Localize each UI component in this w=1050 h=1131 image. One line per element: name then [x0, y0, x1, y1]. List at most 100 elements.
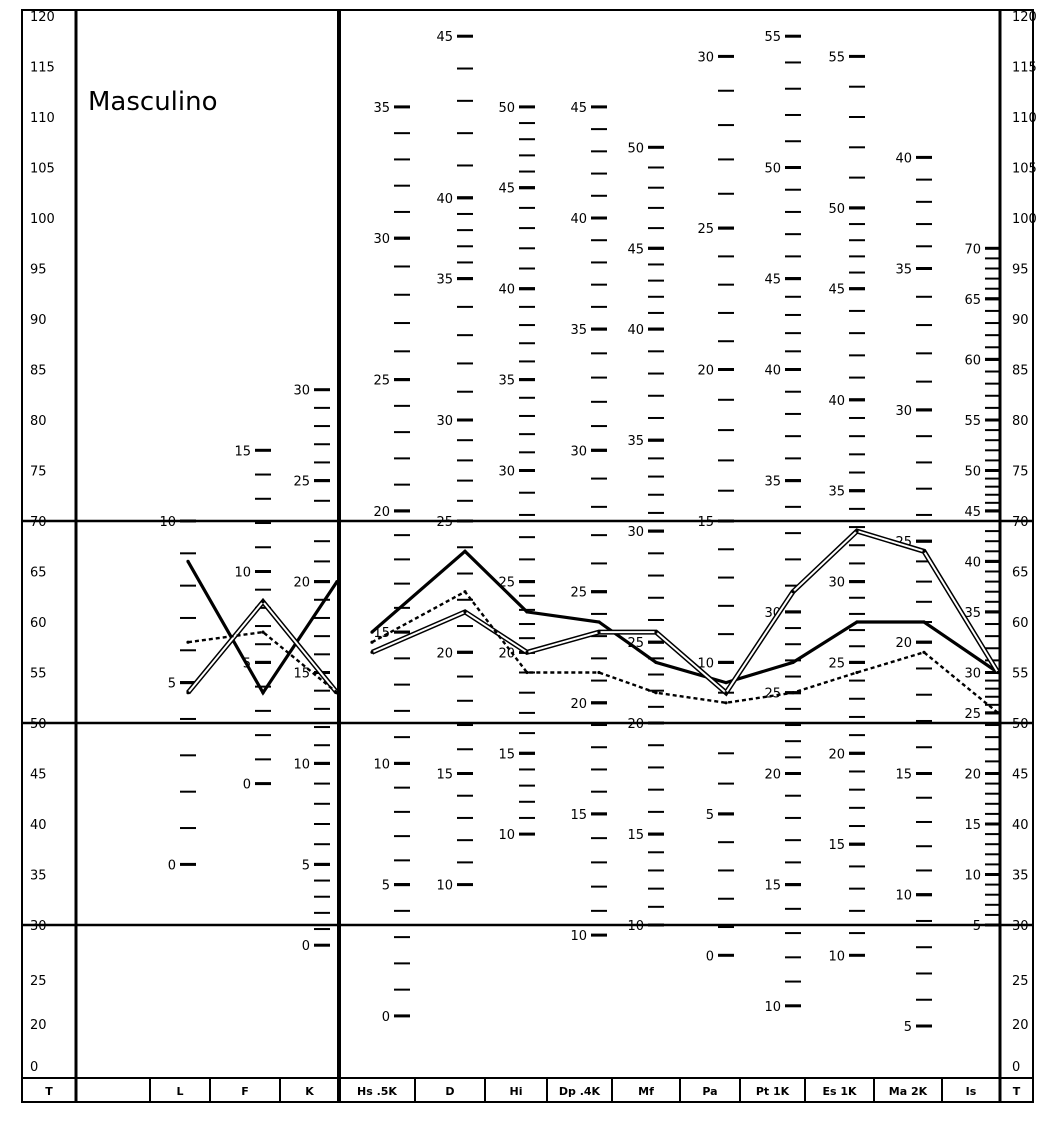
data-point [996, 670, 1000, 675]
data-point [922, 549, 926, 553]
raw-tick-label: 20 [697, 364, 714, 379]
data-point [335, 691, 339, 695]
raw-tick-label: 25 [436, 515, 453, 530]
raw-tick-label: 15 [627, 828, 644, 843]
data-point [855, 620, 859, 624]
raw-tick-label: 50 [498, 101, 515, 116]
raw-tick-label: 15 [570, 808, 587, 823]
data-point [654, 660, 658, 665]
raw-tick-label: 30 [570, 444, 587, 459]
data-point [855, 670, 859, 675]
raw-tick-label: 35 [828, 485, 845, 500]
header-label: Hs .5K [357, 1085, 397, 1098]
raw-tick-label: 10 [373, 757, 390, 772]
raw-tick-label: 40 [570, 212, 587, 227]
clinical-line [370, 549, 999, 685]
raw-tick-label: 45 [964, 505, 981, 520]
raw-tick-label: 10 [498, 828, 515, 843]
raw-tick-label: 15 [895, 768, 912, 783]
y-tick-label-left: 45 [30, 768, 47, 783]
raw-tick-label: 25 [570, 586, 587, 601]
chart-frame [21, 9, 1034, 1103]
raw-tick-label: 10 [964, 869, 981, 884]
raw-tick-label: 15 [697, 515, 714, 530]
y-tick-label-left: 35 [30, 869, 47, 884]
header-label: L [176, 1085, 183, 1098]
y-tick-label-left: 40 [30, 818, 47, 833]
raw-tick-label: 15 [498, 747, 515, 762]
raw-tick-label: 25 [828, 656, 845, 671]
raw-tick-label: 30 [895, 404, 912, 419]
raw-tick-label: 25 [964, 707, 981, 722]
raw-tick-label: 40 [627, 323, 644, 338]
raw-scale-dp4k: 10 15 20 25 30 35 40 45 [570, 101, 607, 944]
raw-tick-label: 20 [627, 717, 644, 732]
data-point [996, 711, 1000, 715]
y-tick-label-right: 50 [1012, 717, 1029, 732]
raw-tick-label: 5 [706, 808, 714, 823]
raw-tick-label: 55 [764, 30, 781, 45]
raw-tick-label: 30 [828, 576, 845, 591]
y-tick-label-left: 0 [30, 1060, 38, 1075]
raw-tick-label: 0 [706, 949, 714, 964]
chart-title: Masculino [88, 87, 218, 117]
data-point [370, 630, 374, 634]
data-point [261, 691, 265, 695]
raw-tick-label: 10 [436, 879, 453, 894]
y-tick-label-right: 95 [1012, 263, 1029, 278]
raw-tick-label: 30 [964, 667, 981, 682]
raw-tick-label: 20 [570, 697, 587, 712]
raw-tick-label: 20 [895, 636, 912, 651]
raw-tick-label: 0 [302, 939, 310, 954]
data-point [724, 701, 728, 705]
data-point [335, 580, 339, 584]
data-point [370, 650, 374, 654]
y-tick-label-left: 100 [30, 212, 55, 227]
raw-tick-label: 0 [382, 1010, 390, 1025]
raw-tick-label: 5 [973, 919, 981, 934]
raw-tick-label: 0 [168, 858, 176, 873]
raw-tick-label: 10 [764, 1000, 781, 1015]
raw-tick-label: 35 [436, 273, 453, 288]
raw-tick-label: 40 [964, 555, 981, 570]
header-label: Pt 1K [756, 1085, 790, 1098]
data-point [186, 691, 190, 695]
profile-series-dotted [186, 590, 1000, 715]
raw-tick-label: 50 [828, 202, 845, 217]
y-tick-label-right: 45 [1012, 768, 1029, 783]
raw-tick-label: 15 [828, 838, 845, 853]
raw-tick-label: 10 [697, 656, 714, 671]
raw-tick-label: 5 [382, 879, 390, 894]
y-tick-label-right: 35 [1012, 869, 1029, 884]
raw-tick-label: 20 [828, 747, 845, 762]
y-tick-label-left: 115 [30, 61, 55, 76]
raw-tick-label: 15 [964, 818, 981, 833]
raw-tick-label: 40 [895, 151, 912, 166]
data-point [463, 590, 467, 594]
header-label: K [305, 1085, 314, 1098]
data-point [186, 559, 190, 564]
header-label: T [45, 1085, 53, 1098]
y-tick-label-right: 75 [1012, 465, 1029, 480]
y-tick-label-left: 90 [30, 313, 47, 328]
raw-tick-label: 20 [764, 768, 781, 783]
raw-tick-label: 15 [293, 667, 310, 682]
raw-tick-label: 25 [697, 222, 714, 237]
header-label: Is [966, 1085, 977, 1098]
header-label: D [445, 1085, 454, 1098]
header-label: Es 1K [822, 1085, 857, 1098]
y-tick-label-left: 50 [30, 717, 47, 732]
y-tick-label-left: 25 [30, 974, 47, 989]
raw-tick-label: 35 [570, 323, 587, 338]
scale-header-row: T L F K Hs .5K D Hi Dp .4K Mf Pa Pt 1K Es 1K Ma 2K Is… [21, 1078, 1021, 1102]
raw-tick-label: 30 [293, 384, 310, 399]
raw-tick-label: 20 [373, 505, 390, 520]
raw-tick-label: 10 [293, 757, 310, 772]
header-label: Ma 2K [889, 1085, 928, 1098]
header-label: Dp .4K [559, 1085, 601, 1098]
y-tick-label-right: 85 [1012, 364, 1029, 379]
raw-tick-label: 5 [168, 677, 176, 692]
